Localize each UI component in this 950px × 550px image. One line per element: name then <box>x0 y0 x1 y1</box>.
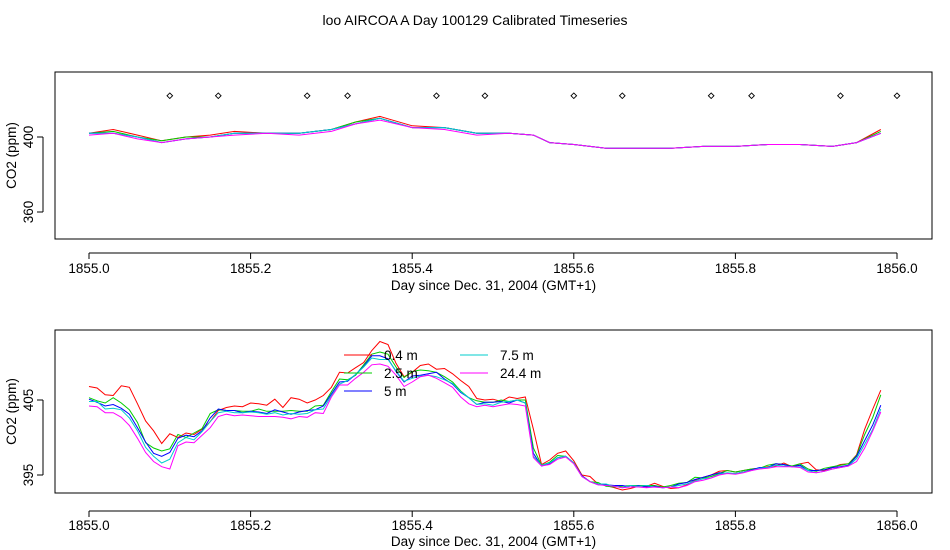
y-axis-label: CO2 (ppm) <box>4 378 19 445</box>
chart-panel-1: 1855.0 1855.2 1855.4 1855.6 1855.8 1856.0 Day … <box>4 22 933 324</box>
y-tick-label: 360 <box>21 201 36 224</box>
data-marker <box>119 318 125 324</box>
data-marker <box>433 92 440 100</box>
data-marker <box>214 92 222 100</box>
data-marker <box>215 22 221 28</box>
series-line-5 <box>88 119 881 149</box>
data-marker <box>619 22 625 28</box>
series-line-1 <box>88 115 882 149</box>
x-tick-label: 1855.8 <box>715 518 756 533</box>
plot-area <box>88 340 882 491</box>
series-line-2 <box>88 351 882 488</box>
page-title: loo AIRCOA A Day 100129 Calibrated Times… <box>322 12 628 28</box>
x-tick-label: 1855.6 <box>553 261 594 276</box>
y-axis-label: CO2 (ppm) <box>4 122 19 189</box>
data-marker <box>215 318 221 324</box>
legend: 0.4 m 2.5 m 5 m 7.5 m 24.4 m <box>344 348 541 399</box>
data-marker <box>385 318 391 324</box>
series-line-4 <box>89 117 881 149</box>
data-marker <box>749 318 755 324</box>
data-marker <box>886 243 892 249</box>
data-marker <box>401 243 407 249</box>
x-axis-label: Day since Dec. 31, 2004 (GMT+1) <box>391 278 596 293</box>
data-marker <box>490 22 496 28</box>
x-tick-label: 1856.0 <box>876 518 917 533</box>
x-tick-label: 1855.4 <box>392 261 434 276</box>
data-marker <box>893 92 901 100</box>
data-marker <box>272 243 278 249</box>
data-marker <box>676 243 682 249</box>
y-tick-label: 400 <box>21 126 36 149</box>
data-marker <box>748 92 755 100</box>
data-marker <box>256 318 262 324</box>
data-marker <box>183 22 189 28</box>
data-marker <box>619 243 625 249</box>
data-marker <box>886 22 892 28</box>
series-line-4 <box>89 357 882 489</box>
legend-label: 24.4 m <box>500 366 541 381</box>
x-tick-label: 1855.2 <box>230 261 271 276</box>
data-marker <box>837 92 844 100</box>
chart-panel-2: 1855.0 1855.2 1855.4 1855.6 1855.8 1856.0 Day … <box>4 329 933 549</box>
data-marker <box>725 22 731 28</box>
data-marker <box>482 243 488 249</box>
data-marker <box>303 92 311 100</box>
data-marker <box>862 22 868 28</box>
plot-frame <box>54 71 933 240</box>
data-marker <box>523 318 529 324</box>
data-marker <box>805 243 811 249</box>
data-marker <box>345 22 351 28</box>
y-tick-label: 395 <box>21 464 36 487</box>
x-tick-label: 1855.8 <box>715 261 756 276</box>
data-marker <box>587 22 593 28</box>
data-marker <box>321 22 327 28</box>
data-marker <box>789 318 795 324</box>
data-marker <box>482 318 488 324</box>
x-tick-label: 1855.0 <box>68 518 109 533</box>
x-tick-label: 1855.0 <box>68 261 109 276</box>
data-marker <box>757 22 763 28</box>
data-marker <box>618 92 626 100</box>
legend-label: 5 m <box>384 384 407 399</box>
data-marker <box>353 318 359 324</box>
data-marker <box>660 318 666 324</box>
data-marker <box>894 318 900 324</box>
x-tick-label: 1855.6 <box>553 518 594 533</box>
x-tick-label: 1856.0 <box>876 261 917 276</box>
x-tick-label: 1855.2 <box>230 518 271 533</box>
data-marker <box>757 243 763 249</box>
data-marker <box>166 92 174 100</box>
data-marker <box>539 243 545 249</box>
data-marker <box>707 92 715 100</box>
data-marker <box>135 243 141 249</box>
x-tick-label: 1855.4 <box>392 518 434 533</box>
plot-area <box>88 22 901 324</box>
legend-label: 2.5 m <box>384 366 418 381</box>
data-marker <box>570 92 578 100</box>
data-marker <box>458 22 464 28</box>
legend-label: 0.4 m <box>384 348 418 363</box>
x-axis-label: Day since Dec. 31, 2004 (GMT+1) <box>391 534 596 549</box>
data-marker <box>344 92 351 100</box>
plot-frame <box>54 329 933 494</box>
data-marker <box>353 243 359 249</box>
data-marker <box>481 92 489 100</box>
data-marker <box>215 243 221 249</box>
y-tick-label: 405 <box>21 389 36 412</box>
series-line-5 <box>88 363 882 489</box>
data-marker <box>619 318 625 324</box>
legend-label: 7.5 m <box>500 348 534 363</box>
